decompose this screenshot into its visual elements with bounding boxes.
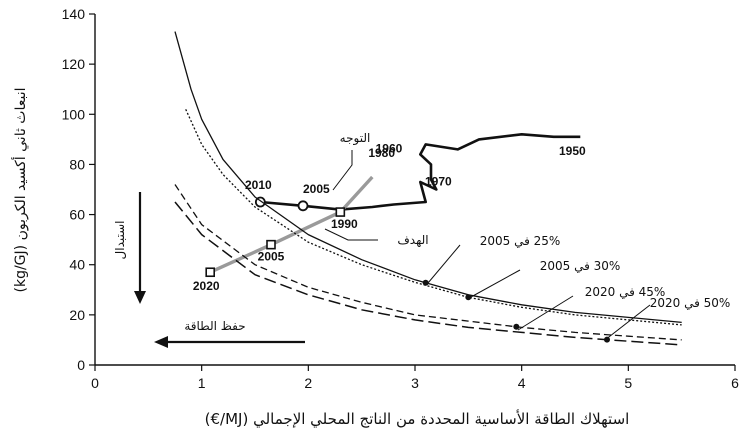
x-tick-label: 6: [731, 375, 739, 391]
x-tick-label: 1: [198, 375, 206, 391]
energy-saving-arrow: [154, 336, 305, 348]
curve-dot: [465, 294, 472, 301]
target-marker: [335, 207, 346, 217]
annotation-trend: التوجه: [340, 131, 371, 146]
year-label: 2010: [245, 178, 272, 192]
leader-45: [517, 295, 574, 331]
annotation-50: 50% في 2020: [650, 296, 731, 310]
x-tick-label: 3: [411, 375, 419, 391]
target-marker: [205, 267, 215, 278]
series-layer: [174, 31, 682, 346]
y-axis-label: انبعاث ثاني أكسيد الكربون (kg/GJ): [11, 87, 29, 292]
x-tick-label: 2: [304, 375, 312, 391]
year-label: 1970: [425, 174, 452, 188]
year-label: 2005: [258, 250, 285, 264]
leader-50: [604, 304, 651, 341]
annotation-leaders: [324, 150, 651, 341]
series-line-0: [260, 133, 581, 211]
year-label: 1950: [559, 144, 586, 158]
annotation-energy-saving: حفظ الطاقة: [184, 319, 245, 333]
y-tick-label: 100: [62, 106, 86, 122]
curve-dot: [604, 336, 610, 343]
x-tick-label: 4: [518, 375, 526, 391]
x-ticks: 0 1 2 3 4 5 6: [91, 365, 739, 391]
series-line-3: [185, 109, 682, 326]
x-tick-label: 5: [624, 375, 632, 391]
trend-marker: [297, 200, 309, 212]
annotation-30: 30% في 2005: [540, 259, 621, 273]
curve-dot: [422, 279, 429, 286]
series-line-4: [174, 184, 682, 341]
y-tick-label: 0: [77, 357, 85, 373]
y-tick-label: 40: [69, 257, 85, 273]
year-label: 1990: [331, 217, 358, 231]
annotation-substitution: استبدال: [113, 221, 127, 260]
leader-30: [470, 269, 521, 298]
x-axis-label: استهلاك الطاقة الأساسية المحددة من النات…: [205, 409, 630, 429]
year-label: 1980: [368, 146, 395, 160]
series-line-1: [209, 175, 374, 274]
y-tick-label: 140: [62, 6, 86, 22]
trend-leader: [332, 150, 353, 191]
target-marker: [266, 239, 276, 250]
annotation-25: 25% في 2005: [480, 234, 561, 248]
target-leader: [324, 228, 378, 241]
y-tick-label: 60: [69, 207, 85, 223]
substitution-arrow: [134, 192, 146, 304]
series-line-2: [174, 31, 682, 324]
y-tick-label: 80: [69, 156, 85, 172]
point-labels: 1950 1960 1970 2005 2010 1980 1990 2005 2020: [193, 141, 586, 293]
leader-25: [427, 244, 461, 284]
x-tick-label: 0: [91, 375, 99, 391]
year-label: 1960: [376, 141, 403, 155]
year-label: 2020: [193, 279, 220, 293]
series-line-5: [174, 201, 682, 346]
y-ticks: 0 20 40 60 80 100 120 140: [62, 6, 95, 373]
y-tick-label: 20: [69, 307, 85, 323]
y-tick-label: 120: [62, 56, 86, 72]
annotation-target: الهدف: [397, 233, 428, 247]
year-label: 2005: [303, 182, 330, 196]
annotation-45: 45% في 2020: [585, 285, 666, 299]
curve-dot: [513, 323, 520, 330]
